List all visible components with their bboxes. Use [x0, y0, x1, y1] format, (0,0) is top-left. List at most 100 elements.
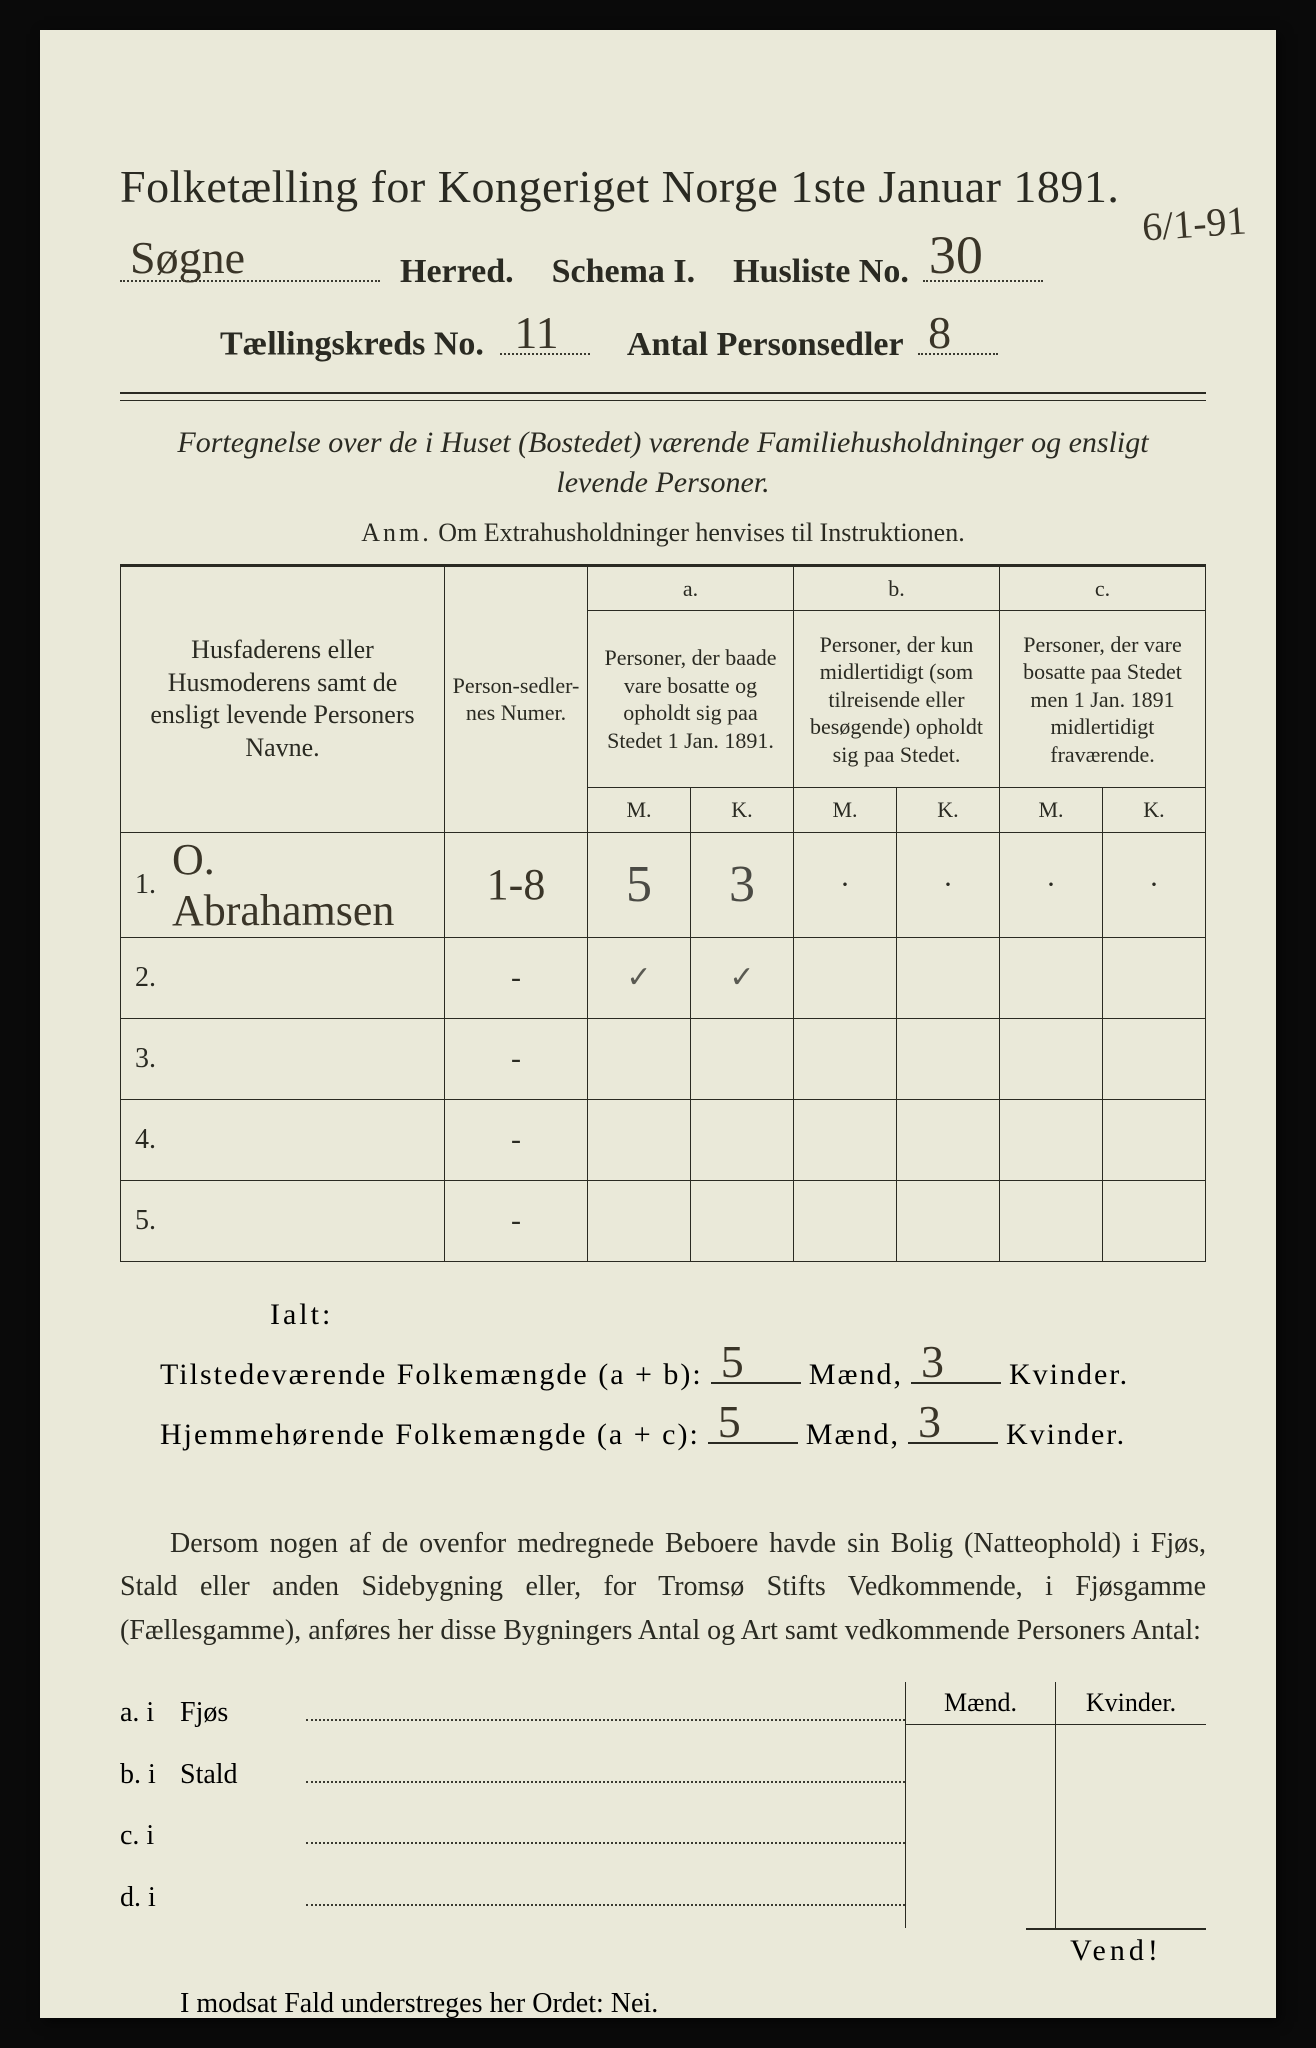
c-m-cell: [1000, 1018, 1103, 1099]
col-c-text: Personer, der vare bosatte paa Stedet me…: [1000, 611, 1206, 788]
b-m-cell: [794, 1099, 897, 1180]
table-row: 5. -: [121, 1180, 1206, 1261]
c-m-cell: [1000, 937, 1103, 1018]
name-cell: [164, 1018, 445, 1099]
c-m-cell: [1000, 1099, 1103, 1180]
name-cell: [164, 1180, 445, 1261]
c-k-cell: [1103, 1180, 1206, 1261]
col-a-k: K.: [691, 788, 794, 833]
col-b-label: b.: [794, 566, 1000, 611]
census-form-page: 6/1-91 Folketælling for Kongeriget Norge…: [40, 30, 1276, 2018]
herred-handwritten: Søgne: [130, 231, 245, 284]
name-cell: [164, 1099, 445, 1180]
a-m-cell: [588, 1180, 691, 1261]
a-m-cell: [588, 1099, 691, 1180]
person-cell: -: [445, 1018, 588, 1099]
row-letter: b. i: [120, 1744, 180, 1806]
explanatory-paragraph: Dersom nogen af de ovenfor medregnede Be…: [120, 1522, 1206, 1652]
husliste-field: 30: [923, 243, 1043, 282]
col-c-m: M.: [1000, 788, 1103, 833]
b-k-cell: ·: [897, 832, 1000, 937]
b-k-cell: [897, 1018, 1000, 1099]
building-row: d. i: [120, 1867, 905, 1929]
b-m-cell: ·: [794, 832, 897, 937]
a-k-cell: ✓: [691, 937, 794, 1018]
row-number: 5.: [121, 1180, 165, 1261]
lower-maend-cell: [906, 1725, 1056, 1928]
form-title: Folketælling for Kongeriget Norge 1ste J…: [120, 160, 1206, 213]
a-m-cell: [588, 1018, 691, 1099]
person-cell: -: [445, 937, 588, 1018]
c-k-cell: ·: [1103, 832, 1206, 937]
name-cell: O. Abrahamsen: [164, 832, 445, 937]
household-table: Husfaderens eller Husmoderens samt de en…: [120, 566, 1206, 1262]
building-row: b. iStald: [120, 1744, 905, 1806]
kreds-no: 11: [514, 306, 558, 359]
person-cell: -: [445, 1099, 588, 1180]
row-letter: c. i: [120, 1805, 180, 1867]
sum1-m-field: 5: [711, 1352, 801, 1384]
a-k-cell: [691, 1018, 794, 1099]
table-row: 4. -: [121, 1099, 1206, 1180]
lower-section: a. iFjøsb. iStaldc. id. i Mænd. Kvinder.: [120, 1682, 1206, 1928]
lower-maend-header: Mænd.: [906, 1682, 1056, 1725]
herred-field: Søgne: [120, 243, 380, 282]
col-c-label: c.: [1000, 566, 1206, 611]
c-k-cell: [1103, 1099, 1206, 1180]
lower-kvinder-cell: [1056, 1725, 1206, 1928]
col-a-m: M.: [588, 788, 691, 833]
antal-no: 8: [928, 306, 951, 359]
b-m-cell: [794, 1180, 897, 1261]
ialt-label: Ialt:: [270, 1298, 1206, 1332]
b-m-cell: [794, 937, 897, 1018]
b-k-cell: [897, 1180, 1000, 1261]
lower-kvinder-header: Kvinder.: [1056, 1682, 1206, 1725]
summary-line-2: Hjemmehørende Folkemængde (a + c): 5 Mæn…: [160, 1412, 1206, 1452]
col-names-header: Husfaderens eller Husmoderens samt de en…: [121, 566, 445, 832]
antal-field: 8: [918, 315, 998, 354]
sum1-k-field: 3: [911, 1352, 1001, 1384]
row-number: 4.: [121, 1099, 165, 1180]
husliste-label: Husliste No.: [733, 253, 909, 291]
row-letter: d. i: [120, 1867, 180, 1929]
antal-label: Antal Personsedler: [627, 326, 904, 363]
header-line-herred: Søgne Herred. Schema I. Husliste No. 30: [120, 243, 1206, 291]
b-k-cell: [897, 937, 1000, 1018]
b-k-cell: [897, 1099, 1000, 1180]
divider-double: [120, 392, 1206, 401]
dotted-line: [306, 1887, 905, 1906]
c-k-cell: [1103, 937, 1206, 1018]
col-b-k: K.: [897, 788, 1000, 833]
nei-line: I modsat Fald understreges her Ordet: Ne…: [120, 1988, 1206, 2020]
dotted-line: [306, 1764, 905, 1783]
c-k-cell: [1103, 1018, 1206, 1099]
b-m-cell: [794, 1018, 897, 1099]
table-row: 3.-: [121, 1018, 1206, 1099]
person-cell: 1-8: [445, 832, 588, 937]
a-m-cell: 5: [588, 832, 691, 937]
col-a-label: a.: [588, 566, 794, 611]
table-row: 2.-✓✓: [121, 937, 1206, 1018]
content-area: 6/1-91 Folketælling for Kongeriget Norge…: [120, 160, 1206, 1978]
anmerkning: Anm. Om Extrahusholdninger henvises til …: [120, 518, 1206, 548]
vend-label: Vend!: [1026, 1928, 1206, 1968]
summary-line-1: Tilstedeværende Folkemængde (a + b): 5 M…: [160, 1352, 1206, 1392]
a-k-cell: [691, 1180, 794, 1261]
dotted-line: [306, 1702, 905, 1721]
kreds-field: 11: [500, 315, 590, 354]
row-type: Stald: [180, 1744, 300, 1806]
col-b-m: M.: [794, 788, 897, 833]
col-person-header: Person-sedler-nes Numer.: [445, 566, 588, 832]
table-row: 1.O. Abrahamsen1-853····: [121, 832, 1206, 937]
col-b-text: Personer, der kun midlertidigt (som tilr…: [794, 611, 1000, 788]
building-row: a. iFjøs: [120, 1682, 905, 1744]
col-c-k: K.: [1103, 788, 1206, 833]
row-number: 2.: [121, 937, 165, 1018]
col-a-text: Personer, der baade vare bosatte og opho…: [588, 611, 794, 788]
dotted-line: [306, 1825, 905, 1844]
lower-mk-table: Mænd. Kvinder.: [905, 1682, 1206, 1928]
building-list: a. iFjøsb. iStaldc. id. i: [120, 1682, 905, 1928]
row-letter: a. i: [120, 1682, 180, 1744]
sum2-m-field: 5: [708, 1412, 798, 1444]
person-cell: -: [445, 1180, 588, 1261]
